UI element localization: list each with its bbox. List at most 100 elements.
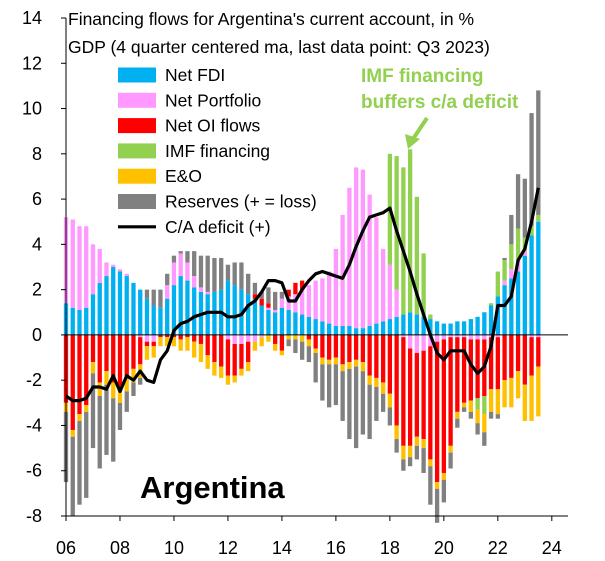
chart-title-line-2: GDP (4 quarter centered ma, last data po… xyxy=(68,37,490,57)
bar-segment-net-oi-flows xyxy=(286,289,291,297)
bar-segment-net-oi-flows xyxy=(380,334,386,383)
bar-segment-net-portfolio xyxy=(536,334,541,338)
x-tick-label: 16 xyxy=(326,538,346,558)
bar-segment-reserves-loss xyxy=(367,384,372,440)
bar-segment-net-fdi xyxy=(300,314,305,335)
bar-segment-e-o xyxy=(380,382,386,394)
bar-segment-reserves-loss xyxy=(178,251,183,254)
bar-segment-net-portfolio xyxy=(340,214,345,326)
bar-segment-net-oi-flows xyxy=(144,341,150,347)
bar-segment-net-oi-flows xyxy=(414,353,420,437)
bar-segment-reserves-loss xyxy=(333,364,339,406)
bar-segment-net-fdi xyxy=(475,316,480,335)
bar-segment-net-portfolio xyxy=(97,248,102,283)
bar-segment-net-oi-flows xyxy=(387,334,393,394)
bar-segment-net-portfolio xyxy=(273,310,278,313)
bar-segment-imf-financing xyxy=(482,396,487,415)
annotation-arrow xyxy=(405,116,429,149)
bar-segment-imf-financing xyxy=(428,314,433,320)
bar-segment-reserves-loss xyxy=(320,364,325,401)
bar-segment-net-portfolio xyxy=(313,280,318,320)
bar-segment-net-portfolio xyxy=(252,334,258,342)
bar-segment-reserves-loss xyxy=(455,418,460,428)
bar-segment-net-portfolio xyxy=(407,334,413,349)
bar-segment-net-fdi xyxy=(414,314,420,335)
bar-segment-reserves-loss xyxy=(327,364,332,408)
y-tick-label: 2 xyxy=(32,280,42,300)
bar-segment-net-oi-flows xyxy=(212,334,217,363)
bar-segment-net-fdi xyxy=(77,310,82,335)
bar-segment-net-portfolio xyxy=(165,285,170,299)
bar-segment-e-o xyxy=(495,389,500,415)
y-tick-label: 10 xyxy=(22,99,42,119)
bar-segment-reserves-loss xyxy=(252,282,258,295)
bar-segment-net-fdi xyxy=(185,280,190,335)
bar-segment-net-oi-flows xyxy=(111,334,116,383)
bar-segment-net-oi-flows xyxy=(475,339,480,399)
bar-segment-reserves-loss xyxy=(502,257,507,261)
bar-segment-net-oi-flows xyxy=(448,337,453,446)
bar-segment-net-oi-flows xyxy=(428,346,433,460)
bar-segment-imf-financing xyxy=(421,253,426,317)
bar-segment-net-oi-flows xyxy=(394,334,399,426)
bar-segment-reserves-loss xyxy=(205,255,210,292)
bar-segment-imf-financing xyxy=(502,260,507,281)
bar-segment-net-fdi xyxy=(482,312,487,335)
bar-segment-net-oi-flows xyxy=(353,334,359,360)
bar-segment-net-oi-flows xyxy=(198,334,204,344)
bar-segment-net-oi-flows xyxy=(455,337,460,412)
bar-segment-net-oi-flows xyxy=(407,348,413,446)
bar-segment-net-fdi xyxy=(394,316,399,335)
y-tick-label: 6 xyxy=(32,189,42,209)
bar-segment-reserves-loss xyxy=(111,398,116,462)
bar-segment-e-o xyxy=(320,357,325,365)
bar-segment-net-fdi xyxy=(306,316,312,335)
bar-segment-net-portfolio xyxy=(198,287,204,292)
bar-segment-e-o xyxy=(327,359,332,365)
bar-segment-net-oi-flows xyxy=(266,303,271,308)
bar-segment-e-o xyxy=(293,334,298,340)
bar-segment-e-o xyxy=(70,429,75,437)
bar-segment-net-oi-flows xyxy=(461,337,467,403)
bar-segment-net-portfolio xyxy=(185,262,190,281)
bar-segment-reserves-loss xyxy=(522,178,527,238)
bar-segment-net-portfolio xyxy=(347,187,352,326)
bar-segment-net-fdi xyxy=(138,289,143,335)
bar-segment-e-o xyxy=(165,337,170,347)
bar-segment-net-portfolio xyxy=(138,334,143,338)
bar-segment-net-fdi xyxy=(293,312,298,335)
x-tick-label: 24 xyxy=(542,538,562,558)
bar-segment-reserves-loss xyxy=(192,251,197,277)
bar-segment-e-o xyxy=(347,362,352,369)
bar-segment-reserves-loss xyxy=(165,273,170,286)
chart-title-line-1: Financing flows for Argentina's current … xyxy=(68,9,474,29)
bar-segment-net-oi-flows xyxy=(327,334,332,360)
bar-segment-reserves-loss xyxy=(293,339,298,354)
y-tick-label: -2 xyxy=(26,370,42,390)
bar-segment-net-fdi xyxy=(205,294,210,335)
bar-segment-e-o xyxy=(205,355,210,369)
bar-segment-net-oi-flows xyxy=(151,341,156,347)
bar-segment-net-fdi xyxy=(144,298,150,335)
bar-segment-imf-financing xyxy=(495,271,500,297)
bar-segment-net-fdi xyxy=(536,221,541,335)
legend-label-net-oi-flows: Net OI flows xyxy=(165,116,261,136)
bar-segment-net-fdi xyxy=(84,307,89,335)
bar-segment-reserves-loss xyxy=(434,488,440,523)
legend-label-imf-financing: IMF financing xyxy=(165,141,270,161)
bar-segment-net-fdi xyxy=(165,298,170,335)
bar-segment-net-oi-flows xyxy=(239,343,244,369)
bar-segment-reserves-loss xyxy=(360,371,366,435)
bar-segment-e-o xyxy=(468,400,473,412)
bar-segment-net-fdi xyxy=(401,314,406,335)
bar-segment-e-o xyxy=(374,377,379,387)
bar-segment-net-oi-flows xyxy=(306,334,312,340)
bar-segment-net-fdi xyxy=(509,278,514,335)
bar-segment-net-fdi xyxy=(313,319,318,335)
bar-segment-net-oi-flows xyxy=(219,334,224,367)
bar-segment-net-oi-flows xyxy=(279,334,285,351)
bar-segment-net-portfolio xyxy=(360,169,366,329)
bar-segment-reserves-loss xyxy=(151,289,156,306)
bar-segment-net-oi-flows xyxy=(374,334,379,378)
